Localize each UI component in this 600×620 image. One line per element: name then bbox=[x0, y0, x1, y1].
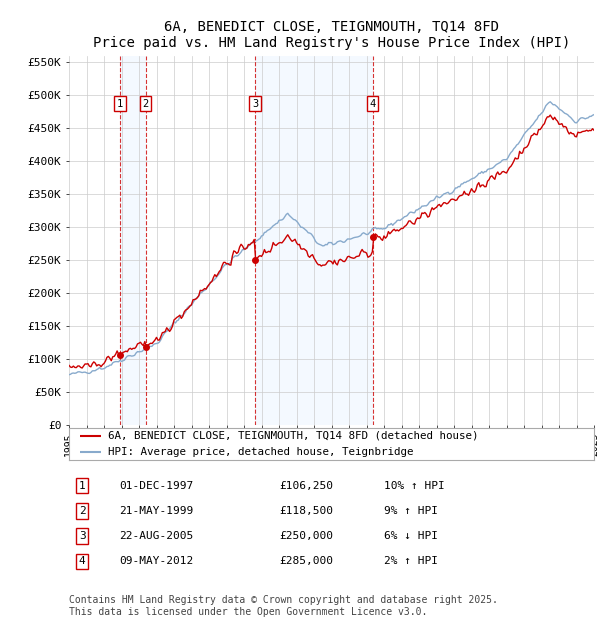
Text: 2: 2 bbox=[79, 506, 86, 516]
Text: £250,000: £250,000 bbox=[279, 531, 333, 541]
Text: 01-DEC-1997: 01-DEC-1997 bbox=[119, 480, 193, 490]
Text: HPI: Average price, detached house, Teignbridge: HPI: Average price, detached house, Teig… bbox=[109, 447, 414, 457]
Text: 3: 3 bbox=[252, 99, 258, 108]
Text: £118,500: £118,500 bbox=[279, 506, 333, 516]
Text: 4: 4 bbox=[79, 556, 86, 566]
Text: 3: 3 bbox=[79, 531, 86, 541]
Bar bbox=[120, 56, 146, 425]
Text: Contains HM Land Registry data © Crown copyright and database right 2025.
This d: Contains HM Land Registry data © Crown c… bbox=[69, 595, 498, 617]
Text: 1: 1 bbox=[117, 99, 123, 108]
Text: £285,000: £285,000 bbox=[279, 556, 333, 566]
Text: 6% ↓ HPI: 6% ↓ HPI bbox=[384, 531, 438, 541]
Title: 6A, BENEDICT CLOSE, TEIGNMOUTH, TQ14 8FD
Price paid vs. HM Land Registry's House: 6A, BENEDICT CLOSE, TEIGNMOUTH, TQ14 8FD… bbox=[93, 20, 570, 50]
Text: 6A, BENEDICT CLOSE, TEIGNMOUTH, TQ14 8FD (detached house): 6A, BENEDICT CLOSE, TEIGNMOUTH, TQ14 8FD… bbox=[109, 431, 479, 441]
Bar bbox=[255, 56, 373, 425]
Text: £106,250: £106,250 bbox=[279, 480, 333, 490]
Text: 09-MAY-2012: 09-MAY-2012 bbox=[119, 556, 193, 566]
Text: 4: 4 bbox=[370, 99, 376, 108]
Text: 9% ↑ HPI: 9% ↑ HPI bbox=[384, 506, 438, 516]
Text: 10% ↑ HPI: 10% ↑ HPI bbox=[384, 480, 445, 490]
Text: 1: 1 bbox=[79, 480, 86, 490]
Text: 22-AUG-2005: 22-AUG-2005 bbox=[119, 531, 193, 541]
Text: 21-MAY-1999: 21-MAY-1999 bbox=[119, 506, 193, 516]
Text: 2% ↑ HPI: 2% ↑ HPI bbox=[384, 556, 438, 566]
Text: 2: 2 bbox=[143, 99, 149, 108]
